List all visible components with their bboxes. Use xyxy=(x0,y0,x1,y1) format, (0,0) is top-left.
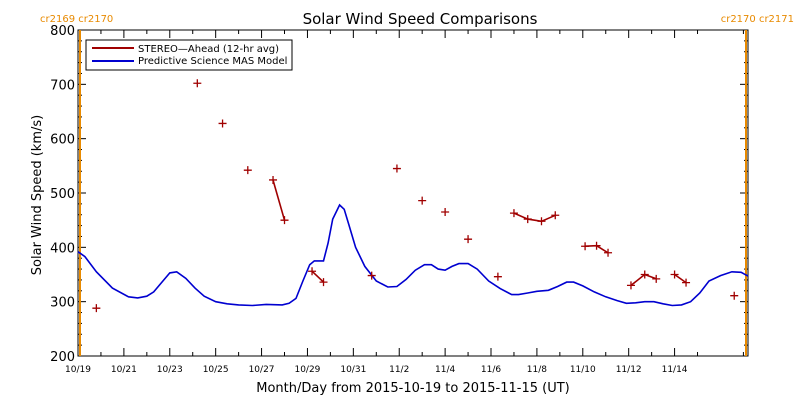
x-tick-label: 11/2 xyxy=(389,365,409,375)
stereo-point xyxy=(464,235,473,244)
stereo-point xyxy=(682,278,691,287)
y-tick-label: 500 xyxy=(50,187,75,202)
y-axis-label: Solar Wind Speed (km/s) xyxy=(30,115,45,275)
x-tick-label: 11/12 xyxy=(616,365,642,375)
stereo-point xyxy=(367,271,376,280)
stereo-point xyxy=(319,278,328,287)
legend-box xyxy=(85,39,293,71)
stereo-point xyxy=(592,241,601,250)
chart-title: Solar Wind Speed Comparisons xyxy=(303,10,538,28)
x-tick-label: 10/25 xyxy=(203,365,229,375)
y-tick-label: 300 xyxy=(50,296,75,311)
stereo-point xyxy=(243,166,252,175)
series-stereo-segment xyxy=(272,179,286,221)
stereo-point xyxy=(604,248,613,257)
series-stereo-segment xyxy=(674,273,687,284)
y-tick-label: 600 xyxy=(50,133,75,148)
stereo-point xyxy=(537,217,546,226)
stereo-point xyxy=(193,79,202,88)
stereo-point xyxy=(509,209,518,218)
stereo-point xyxy=(626,281,635,290)
stereo-point xyxy=(581,242,590,251)
stereo-point xyxy=(493,272,502,281)
stereo-point xyxy=(640,270,649,279)
stereo-point xyxy=(652,274,661,283)
legend-label-model: Predictive Science MAS Model xyxy=(138,56,287,67)
plot-area: 200 300 400 500 600 700 800 10/19 10/21 10/23 10/2… xyxy=(50,24,749,375)
carrington-label-right: cr2170 cr2171 xyxy=(721,14,794,25)
x-tick-label: 10/19 xyxy=(65,365,91,375)
stereo-point xyxy=(218,119,227,128)
stereo-point xyxy=(269,175,278,184)
stereo-point xyxy=(523,215,532,224)
y-tick-label: 200 xyxy=(50,350,75,365)
legend-label-stereo: STEREO—Ahead (12-hr avg) xyxy=(138,44,279,55)
legend: STEREO—Ahead (12-hr avg) Predictive Scie… xyxy=(85,39,293,71)
series-stereo-segment xyxy=(311,270,325,283)
stereo-point xyxy=(441,208,450,217)
x-tick-label: 10/31 xyxy=(340,365,366,375)
stereo-point xyxy=(551,211,560,220)
x-axis-label: Month/Day from 2015-10-19 to 2015-11-15 … xyxy=(256,381,569,396)
stereo-point xyxy=(280,216,289,225)
x-tick-label: 11/8 xyxy=(527,365,547,375)
stereo-point xyxy=(392,164,401,173)
stereo-point xyxy=(730,291,739,300)
stereo-point xyxy=(308,267,317,276)
x-tick-label: 11/4 xyxy=(435,365,455,375)
x-tick-label: 10/29 xyxy=(294,365,320,375)
x-tick-label: 11/6 xyxy=(481,365,501,375)
series-stereo-segment xyxy=(630,273,657,287)
y-tick-label: 700 xyxy=(50,78,75,93)
stereo-point xyxy=(418,196,427,205)
x-tick-label: 11/14 xyxy=(662,365,688,375)
x-tick-label: 10/21 xyxy=(111,365,137,375)
x-tick-label: 11/10 xyxy=(570,365,596,375)
x-tick-label: 10/27 xyxy=(249,365,275,375)
plot-frame xyxy=(77,29,749,357)
y-tick-label: 800 xyxy=(50,24,75,39)
y-tick-label: 400 xyxy=(50,241,75,256)
stereo-point xyxy=(670,270,679,279)
series-stereo-segment xyxy=(513,212,556,223)
series-model-line xyxy=(77,203,749,307)
stereo-point xyxy=(92,304,101,313)
x-tick-label: 10/23 xyxy=(157,365,183,375)
carrington-label-left: cr2169 cr2170 xyxy=(40,14,113,25)
